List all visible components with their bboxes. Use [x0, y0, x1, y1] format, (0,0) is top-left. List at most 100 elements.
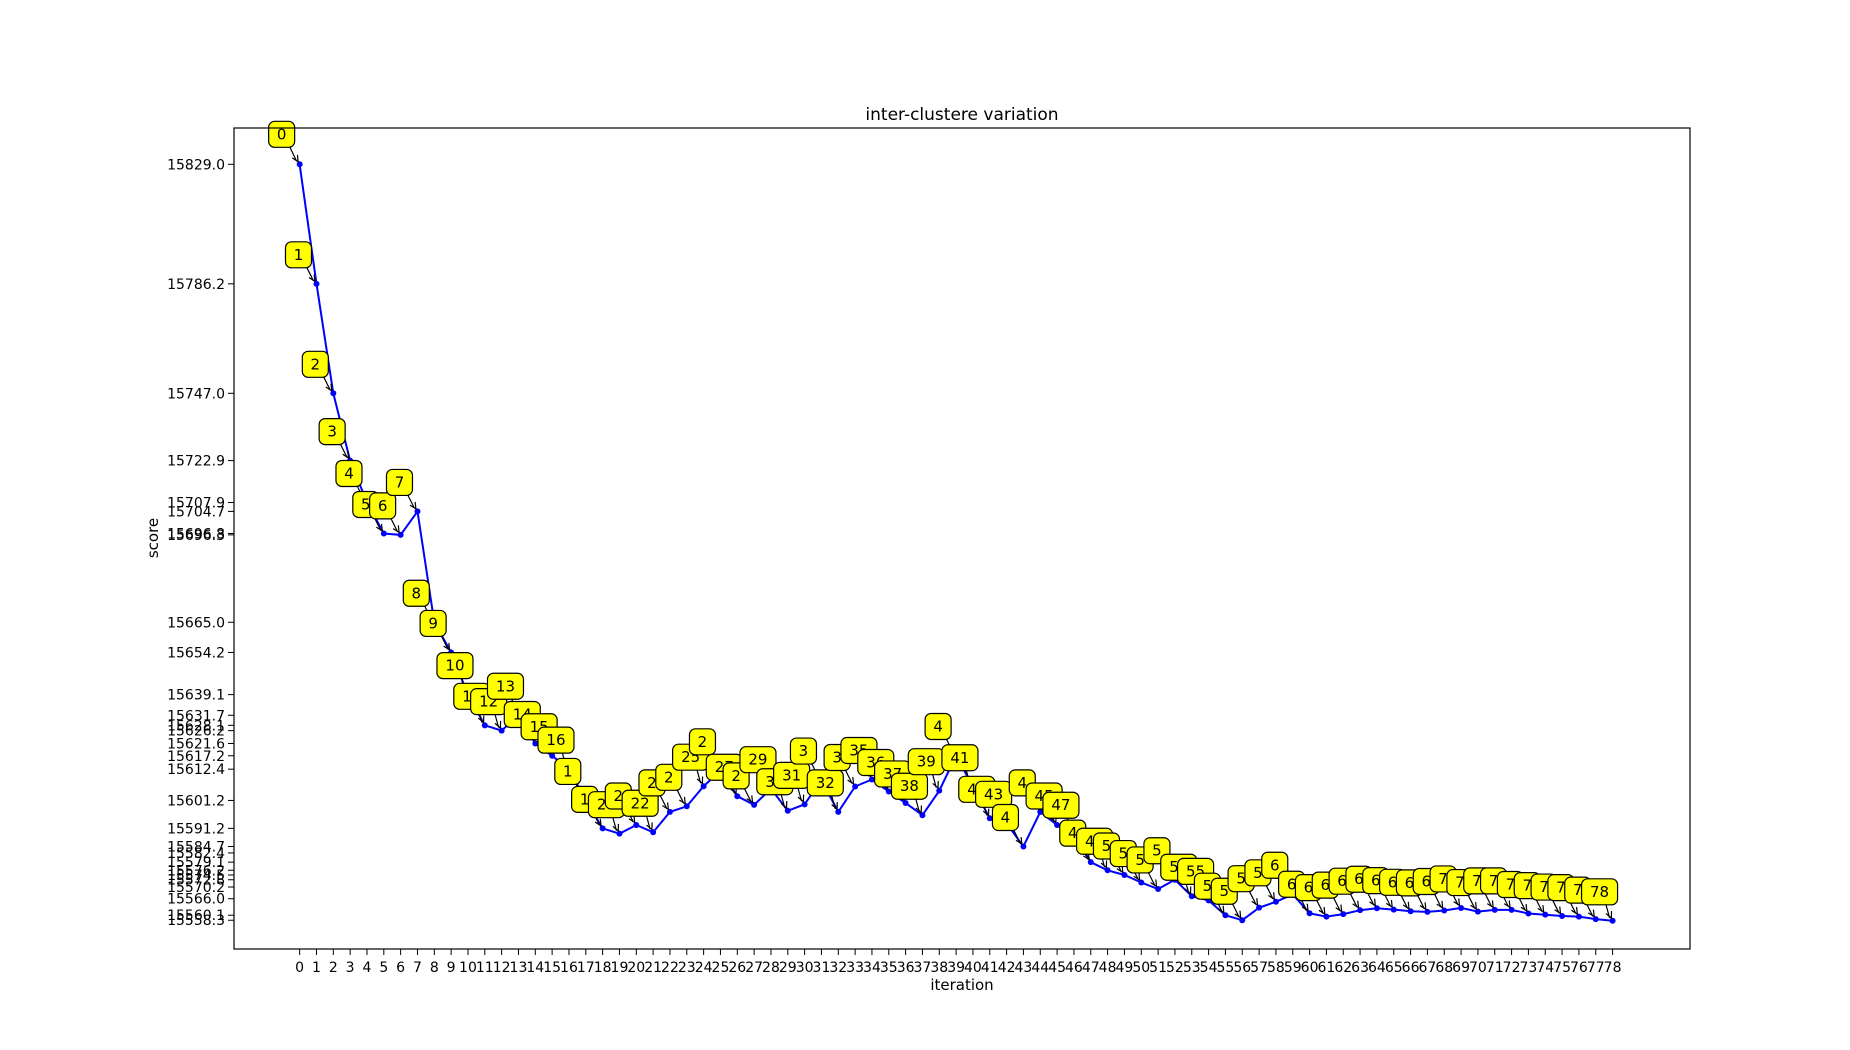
annotation-arrow-head	[1133, 872, 1141, 882]
annotation-arrow-head	[1082, 852, 1090, 861]
annotation-box	[436, 652, 474, 680]
annotation-label: 5	[1102, 837, 1112, 855]
annotation-label: 6	[378, 497, 388, 515]
data-point	[1256, 904, 1263, 911]
annotation-arrow-head	[780, 801, 788, 810]
x-tick-label: 13	[510, 960, 528, 976]
annotation-arrow-head	[1503, 900, 1511, 909]
x-tick-label: 23	[678, 960, 696, 976]
x-tick-label: 14	[526, 960, 544, 976]
annotation-arrow-head	[612, 823, 620, 833]
point-annotation: 8	[402, 579, 434, 621]
annotation-box	[402, 579, 430, 607]
data-point	[666, 808, 673, 815]
y-tick-label: 15560.1	[167, 908, 225, 924]
annotation-arrow-head	[678, 796, 686, 805]
y-tick-label: 15612.4	[167, 762, 225, 778]
annotation-arrow-head	[392, 525, 400, 534]
y-tick-label: 15558.3	[167, 913, 225, 929]
annotation-label: 6	[1421, 872, 1431, 890]
point-annotation: 13	[486, 672, 525, 714]
annotation-label: 2	[311, 355, 321, 373]
data-point	[1441, 907, 1448, 914]
x-tick-label: 51	[1149, 960, 1167, 976]
annotation-arrow-head	[1554, 906, 1562, 915]
annotation-label: 6	[1371, 872, 1381, 890]
annotation-label: 6	[1405, 874, 1415, 892]
point-annotation: 78	[1580, 878, 1619, 920]
x-tick-label: 26	[728, 960, 746, 976]
data-point	[868, 776, 875, 783]
annotation-arrow-head	[1335, 904, 1343, 913]
annotation-arrow-head	[847, 776, 855, 786]
data-point	[414, 508, 421, 515]
x-tick-label: 21	[644, 960, 662, 976]
annotation-label: 7	[1522, 877, 1532, 895]
data-point	[380, 530, 387, 537]
y-tick-label: 15707.9	[167, 495, 225, 511]
annotation-arrow-head	[982, 808, 990, 817]
annotation-arrow-head	[1150, 879, 1158, 888]
annotation-arrow-head	[1385, 900, 1393, 909]
x-tick-label: 8	[430, 960, 439, 976]
annotation-label: 2	[647, 774, 657, 792]
annotation-label: 2	[698, 733, 708, 751]
annotation-arrow-head	[797, 794, 805, 803]
x-tick-label: 69	[1452, 960, 1470, 976]
annotation-arrow-head	[375, 523, 383, 533]
x-tick-label: 0	[295, 960, 304, 976]
annotation-label: 7	[1438, 870, 1448, 888]
annotation-label: 7	[1506, 876, 1516, 894]
point-annotation: 31	[773, 761, 811, 803]
annotation-box	[369, 492, 397, 520]
x-tick-label: 33	[846, 960, 864, 976]
data-point	[784, 807, 791, 814]
annotation-label: 7	[1556, 879, 1566, 897]
annotation-arrow-head	[342, 451, 350, 460]
x-tick-label: 12	[493, 960, 511, 976]
annotation-label: 4	[933, 717, 943, 735]
annotation-arrow-head	[932, 780, 939, 790]
point-annotation: 41	[941, 744, 979, 786]
x-tick-label: 72	[1503, 960, 1521, 976]
annotation-box	[486, 672, 525, 700]
x-tick-label: 76	[1570, 960, 1588, 976]
data-point	[919, 812, 926, 819]
data-point	[1373, 905, 1380, 912]
data-point	[1323, 913, 1330, 920]
y-tick-label: 15579.1	[167, 855, 225, 871]
point-annotation: 39	[907, 748, 945, 790]
data-point	[313, 280, 320, 287]
annotation-label: 3	[327, 423, 337, 441]
data-point	[1575, 913, 1582, 920]
data-point	[296, 161, 303, 168]
data-point	[1508, 906, 1515, 913]
y-tick-label: 15572.8	[167, 873, 225, 889]
x-tick-label: 5	[379, 960, 388, 976]
x-tick-label: 65	[1385, 960, 1403, 976]
x-tick-label: 44	[1031, 960, 1049, 976]
annotation-arrow-head	[1486, 900, 1494, 909]
x-tick-label: 39	[947, 960, 965, 976]
x-tick-label: 56	[1233, 960, 1251, 976]
annotation-arrow-head	[1116, 865, 1124, 874]
annotation-box	[537, 726, 575, 754]
annotation-arrow-head	[1015, 836, 1023, 846]
y-tick-label: 15628.1	[167, 718, 225, 734]
x-tick-label: 1	[312, 960, 321, 976]
data-point	[1542, 911, 1549, 918]
x-tick-label: 53	[1183, 960, 1201, 976]
annotation-arrow-head	[1352, 900, 1360, 909]
x-axis-label: iteration	[930, 976, 993, 994]
x-tick-label: 58	[1267, 960, 1285, 976]
chart-title: inter-clustere variation	[865, 105, 1058, 125]
x-tick-label: 18	[594, 960, 612, 976]
y-tick-label: 15621.6	[167, 736, 225, 752]
x-tick-label: 48	[1099, 960, 1117, 976]
x-tick-label: 55	[1217, 960, 1235, 976]
annotation-label: 5	[1253, 864, 1263, 882]
data-point	[1054, 822, 1061, 829]
annotation-box	[806, 769, 844, 797]
annotation-label: 6	[1320, 876, 1330, 894]
x-tick-label: 52	[1166, 960, 1184, 976]
